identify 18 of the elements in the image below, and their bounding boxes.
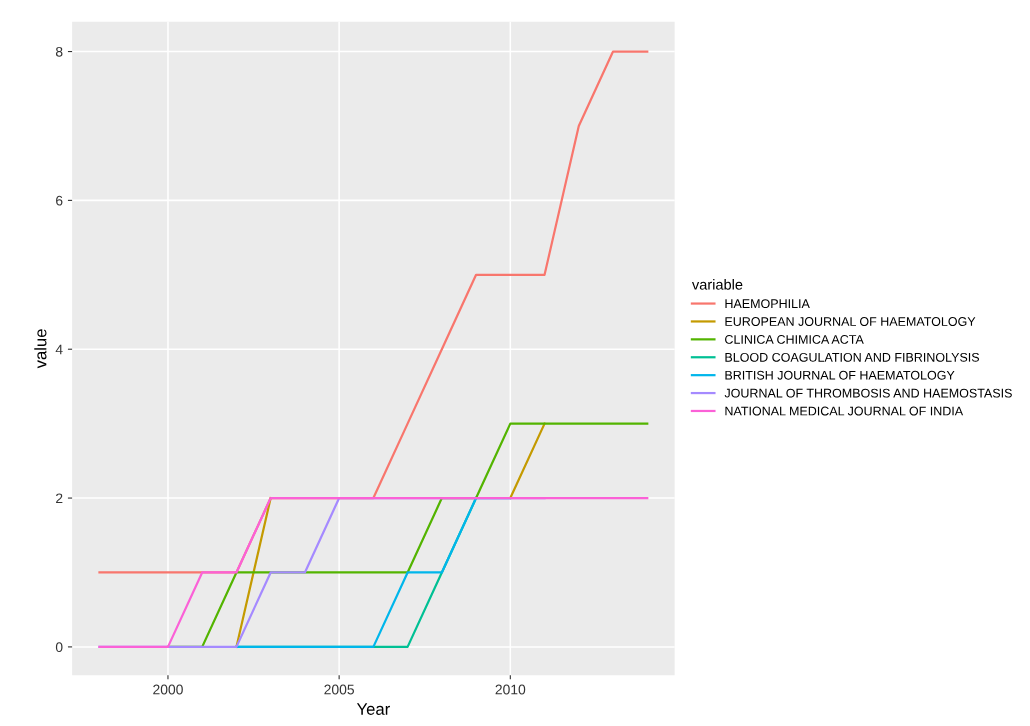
x-tick-label: 2010 xyxy=(495,684,526,695)
legend-label: BLOOD COAGULATION AND FIBRINOLYSIS xyxy=(725,352,980,362)
legend-label: EUROPEAN JOURNAL OF HAEMATOLOGY xyxy=(725,317,976,326)
legend-label: BRITISH JOURNAL OF HAEMATOLOGY xyxy=(725,370,955,380)
legend-label: HAEMOPHILIA xyxy=(725,299,810,309)
y-tick-label: 8 xyxy=(55,46,63,57)
legend-label: NATIONAL MEDICAL JOURNAL OF INDIA xyxy=(725,406,964,416)
y-tick-label: 0 xyxy=(55,642,63,653)
y-tick-label: 4 xyxy=(55,344,63,355)
legend-label: CLINICA CHIMICA ACTA xyxy=(725,335,864,344)
legend-title: variable xyxy=(691,279,743,290)
y-tick-label: 6 xyxy=(56,195,63,206)
x-axis-title: Year xyxy=(356,703,390,715)
y-axis-title: value xyxy=(34,329,47,369)
legend-label: JOURNAL OF THROMBOSIS AND HAEMOSTASIS xyxy=(724,388,1012,398)
x-tick-label: 2000 xyxy=(153,684,183,695)
y-tick-label: 2 xyxy=(56,493,63,504)
x-tick-label: 2005 xyxy=(324,684,355,695)
